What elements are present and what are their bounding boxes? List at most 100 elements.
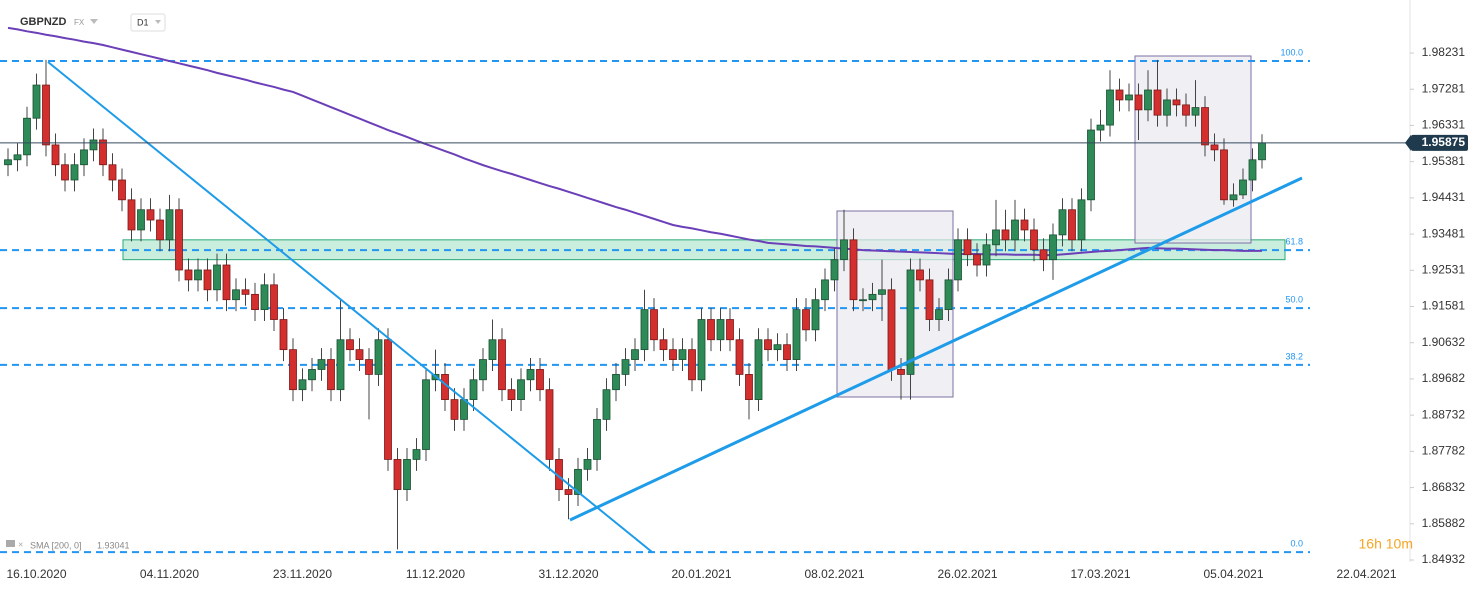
candle-body [745, 374, 753, 400]
candle-body [916, 269, 924, 281]
candle-body [355, 349, 364, 360]
x-tick-label: 08.02.2021 [804, 567, 864, 581]
candle-body [1039, 249, 1048, 261]
candle-body [669, 349, 677, 360]
candle-body [165, 209, 174, 241]
candle-body [631, 349, 639, 360]
last-price-label: 1.95875 [1422, 135, 1466, 149]
candle-body [935, 309, 943, 320]
axis-layer: 1.98231 1.97281 1.96331 1.95381 1.94431 1.934… [0, 45, 1468, 581]
y-tick-label: 1.90632 [1422, 335, 1466, 349]
candle-body [764, 339, 772, 351]
countdown: 16h 10m [1359, 536, 1413, 552]
candle-body [298, 379, 307, 391]
candle-body [821, 279, 829, 301]
y-tick-label: 1.93481 [1422, 226, 1466, 240]
candle-body [840, 239, 848, 261]
candle-body [859, 299, 867, 302]
y-tick-label: 1.88732 [1422, 407, 1466, 421]
fib-label: 0.0 [1290, 538, 1303, 548]
candle-body [716, 319, 725, 341]
candle-body [1229, 194, 1238, 201]
candle-body [346, 339, 354, 351]
timeframe-dropdown[interactable] [155, 20, 161, 24]
candle-body [412, 449, 421, 460]
candle-body [156, 219, 164, 241]
fib-label: 38.2 [1285, 351, 1303, 361]
candle-body [1153, 89, 1162, 116]
y-tick-label: 1.97281 [1422, 81, 1466, 95]
candles-layer [4, 59, 1266, 550]
trend-line [569, 176, 1303, 522]
range-box [1134, 55, 1252, 244]
candle-body [726, 319, 734, 341]
candle-body [1258, 142, 1266, 161]
x-tick-label: 04.11.2020 [140, 567, 199, 581]
candle-body [89, 139, 98, 151]
candle-body [479, 359, 487, 381]
candle-body [1049, 234, 1057, 261]
candle-body [260, 284, 269, 311]
candle-body [194, 269, 202, 281]
sma-icon-close[interactable]: × [18, 539, 23, 549]
candle-body [213, 264, 221, 291]
candle-body [1201, 107, 1209, 146]
candle-body [650, 309, 658, 341]
y-tick-label: 1.85882 [1422, 516, 1466, 530]
timeframe-box[interactable] [130, 13, 166, 32]
candle-body [1058, 209, 1067, 236]
y-tick-label: 1.95381 [1422, 154, 1466, 168]
candle-body [108, 164, 117, 181]
candle-body [1001, 229, 1010, 241]
candle-body [51, 144, 60, 166]
candle-body [583, 459, 592, 470]
candle-body [830, 259, 839, 281]
x-tick-label: 17.03.2021 [1070, 567, 1130, 581]
candle-body [450, 399, 459, 420]
sma-value: 1.93041 [97, 540, 130, 550]
candle-body [640, 309, 649, 351]
x-tick-label: 26.02.2021 [937, 567, 997, 581]
candle-body [393, 459, 402, 490]
trend-line [47, 61, 653, 553]
candle-body [992, 229, 1000, 246]
candle-body [526, 369, 535, 381]
candle-body [602, 389, 611, 420]
candle-body [593, 419, 601, 460]
candle-body [982, 244, 991, 266]
candle-body [802, 309, 810, 331]
timeframe[interactable]: D1 [137, 17, 149, 27]
candle-body [1030, 229, 1038, 251]
candle-body [61, 164, 69, 181]
candle-body [697, 319, 706, 381]
candle-body [612, 374, 620, 391]
sma-icon[interactable] [6, 540, 15, 547]
candle-body [878, 289, 886, 295]
candle-body [498, 339, 506, 391]
y-tick-label: 1.96331 [1422, 118, 1466, 132]
candle-body [32, 84, 41, 119]
candle-body [374, 339, 383, 375]
candle-body [792, 309, 801, 360]
candle-body [659, 339, 668, 351]
candle-body [545, 389, 554, 460]
symbol[interactable]: GBPNZD [20, 16, 67, 28]
x-tick-label: 16.10.2020 [6, 567, 66, 581]
candle-body [488, 339, 497, 360]
candle-body [963, 239, 972, 256]
candle-body [232, 289, 240, 301]
candle-body [1248, 159, 1257, 181]
candle-body [146, 209, 155, 221]
candle-body [1220, 149, 1228, 201]
candle-body [70, 164, 79, 181]
candle-body [1134, 94, 1143, 111]
y-tick-label: 1.86832 [1422, 480, 1466, 494]
symbol-dropdown[interactable] [90, 19, 98, 24]
y-tick-label: 1.92531 [1422, 262, 1466, 276]
candle-body [925, 279, 934, 320]
candle-body [811, 299, 820, 331]
candle-body [688, 349, 696, 381]
fib-layer: 100.0 61.8 50.0 38.2 0.0 [0, 47, 1310, 554]
y-tick-label: 1.91581 [1422, 299, 1466, 313]
